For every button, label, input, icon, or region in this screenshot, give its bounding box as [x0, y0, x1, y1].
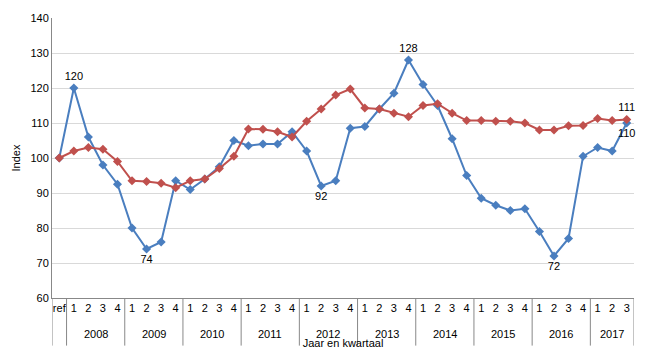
svg-text:1: 1: [129, 302, 135, 314]
svg-text:2015: 2015: [491, 328, 515, 340]
svg-text:3: 3: [216, 302, 222, 314]
svg-text:3: 3: [158, 302, 164, 314]
svg-text:1: 1: [71, 302, 77, 314]
svg-text:74: 74: [140, 253, 152, 265]
svg-text:1: 1: [478, 302, 484, 314]
svg-text:2: 2: [85, 302, 91, 314]
svg-text:92: 92: [315, 190, 327, 202]
svg-text:120: 120: [30, 82, 48, 94]
svg-text:3: 3: [100, 302, 106, 314]
svg-text:1: 1: [245, 302, 251, 314]
svg-text:2011: 2011: [258, 328, 282, 340]
svg-text:3: 3: [391, 302, 397, 314]
svg-text:90: 90: [37, 187, 49, 199]
svg-text:128: 128: [399, 42, 417, 54]
svg-text:2: 2: [202, 302, 208, 314]
svg-text:3: 3: [449, 302, 455, 314]
svg-text:70: 70: [37, 257, 49, 269]
svg-text:3: 3: [624, 302, 630, 314]
svg-text:80: 80: [37, 222, 49, 234]
svg-text:Jaar en kwartaal: Jaar en kwartaal: [303, 337, 384, 349]
svg-text:3: 3: [507, 302, 513, 314]
svg-text:2: 2: [435, 302, 441, 314]
svg-text:4: 4: [114, 302, 120, 314]
svg-text:3: 3: [333, 302, 339, 314]
svg-text:60: 60: [37, 292, 49, 304]
svg-text:1: 1: [304, 302, 310, 314]
svg-text:2010: 2010: [200, 328, 224, 340]
svg-text:4: 4: [173, 302, 179, 314]
svg-text:100: 100: [30, 152, 48, 164]
svg-text:4: 4: [580, 302, 586, 314]
svg-text:2012: 2012: [316, 328, 340, 340]
svg-text:2008: 2008: [84, 328, 108, 340]
svg-text:1: 1: [595, 302, 601, 314]
svg-text:2: 2: [144, 302, 150, 314]
svg-text:4: 4: [289, 302, 295, 314]
svg-text:4: 4: [522, 302, 528, 314]
svg-text:1: 1: [187, 302, 193, 314]
svg-text:4: 4: [464, 302, 470, 314]
svg-text:1: 1: [362, 302, 368, 314]
svg-text:2: 2: [318, 302, 324, 314]
svg-text:2: 2: [376, 302, 382, 314]
svg-text:1: 1: [536, 302, 542, 314]
svg-text:120: 120: [65, 70, 83, 82]
svg-text:110: 110: [618, 127, 636, 139]
svg-text:ref: ref: [53, 302, 67, 314]
svg-text:1: 1: [420, 302, 426, 314]
svg-text:Index: Index: [10, 144, 22, 171]
svg-text:2: 2: [260, 302, 266, 314]
svg-text:72: 72: [548, 260, 560, 272]
svg-text:4: 4: [405, 302, 411, 314]
svg-text:3: 3: [565, 302, 571, 314]
svg-text:140: 140: [30, 12, 48, 24]
svg-text:2: 2: [609, 302, 615, 314]
svg-text:110: 110: [31, 117, 49, 129]
svg-text:130: 130: [30, 47, 48, 59]
svg-text:2014: 2014: [433, 328, 457, 340]
svg-text:2: 2: [493, 302, 499, 314]
svg-text:3: 3: [274, 302, 280, 314]
svg-text:2016: 2016: [549, 328, 573, 340]
svg-text:2013: 2013: [375, 328, 399, 340]
svg-text:4: 4: [231, 302, 237, 314]
svg-text:111: 111: [618, 101, 635, 113]
svg-text:2017: 2017: [600, 328, 624, 340]
svg-text:2: 2: [551, 302, 557, 314]
svg-text:2009: 2009: [142, 328, 166, 340]
svg-text:4: 4: [347, 302, 353, 314]
